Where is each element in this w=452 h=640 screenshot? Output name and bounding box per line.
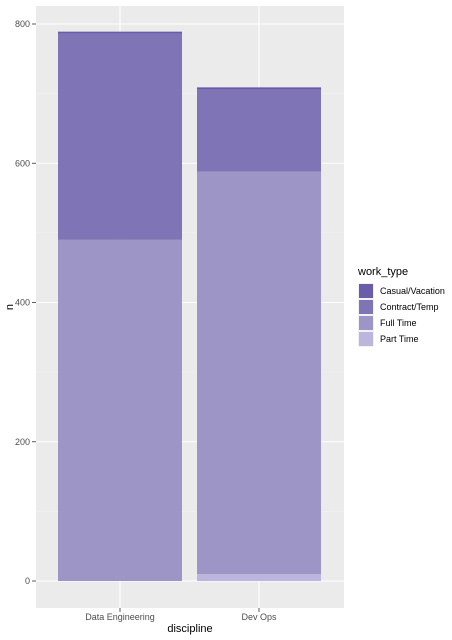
y-axis-title: n	[4, 304, 16, 310]
x-axis-ticks: Data Engineering Dev Ops	[85, 608, 277, 622]
legend-label: Contract/Temp	[380, 302, 439, 312]
bar-segment	[58, 239, 182, 581]
y-tick-label: 800	[15, 19, 30, 29]
bar-segment	[58, 33, 182, 240]
y-tick-label: 400	[15, 298, 30, 308]
legend-key	[359, 284, 373, 298]
legend: work_type Casual/Vacation Contract/Temp Fu…	[357, 266, 445, 347]
legend-key	[359, 300, 373, 314]
bars	[58, 31, 321, 581]
bar-segment	[197, 89, 321, 172]
y-tick-label: 600	[15, 158, 30, 168]
x-tick-label: Dev Ops	[241, 612, 277, 622]
y-tick-label: 0	[25, 576, 30, 586]
legend-title: work_type	[357, 266, 408, 278]
y-tick-label: 200	[15, 437, 30, 447]
bar-segment	[197, 87, 321, 90]
legend-label: Full Time	[380, 318, 417, 328]
bar-segment	[197, 574, 321, 581]
y-axis-ticks: 0 200 400 600 800	[15, 19, 36, 586]
x-tick-label: Data Engineering	[85, 612, 155, 622]
x-axis-title: discipline	[167, 623, 212, 635]
legend-label: Casual/Vacation	[380, 286, 445, 296]
legend-key	[359, 332, 373, 346]
bar-segment	[58, 31, 182, 34]
bar-segment	[197, 171, 321, 575]
legend-label: Part Time	[380, 334, 419, 344]
legend-key	[359, 316, 373, 330]
